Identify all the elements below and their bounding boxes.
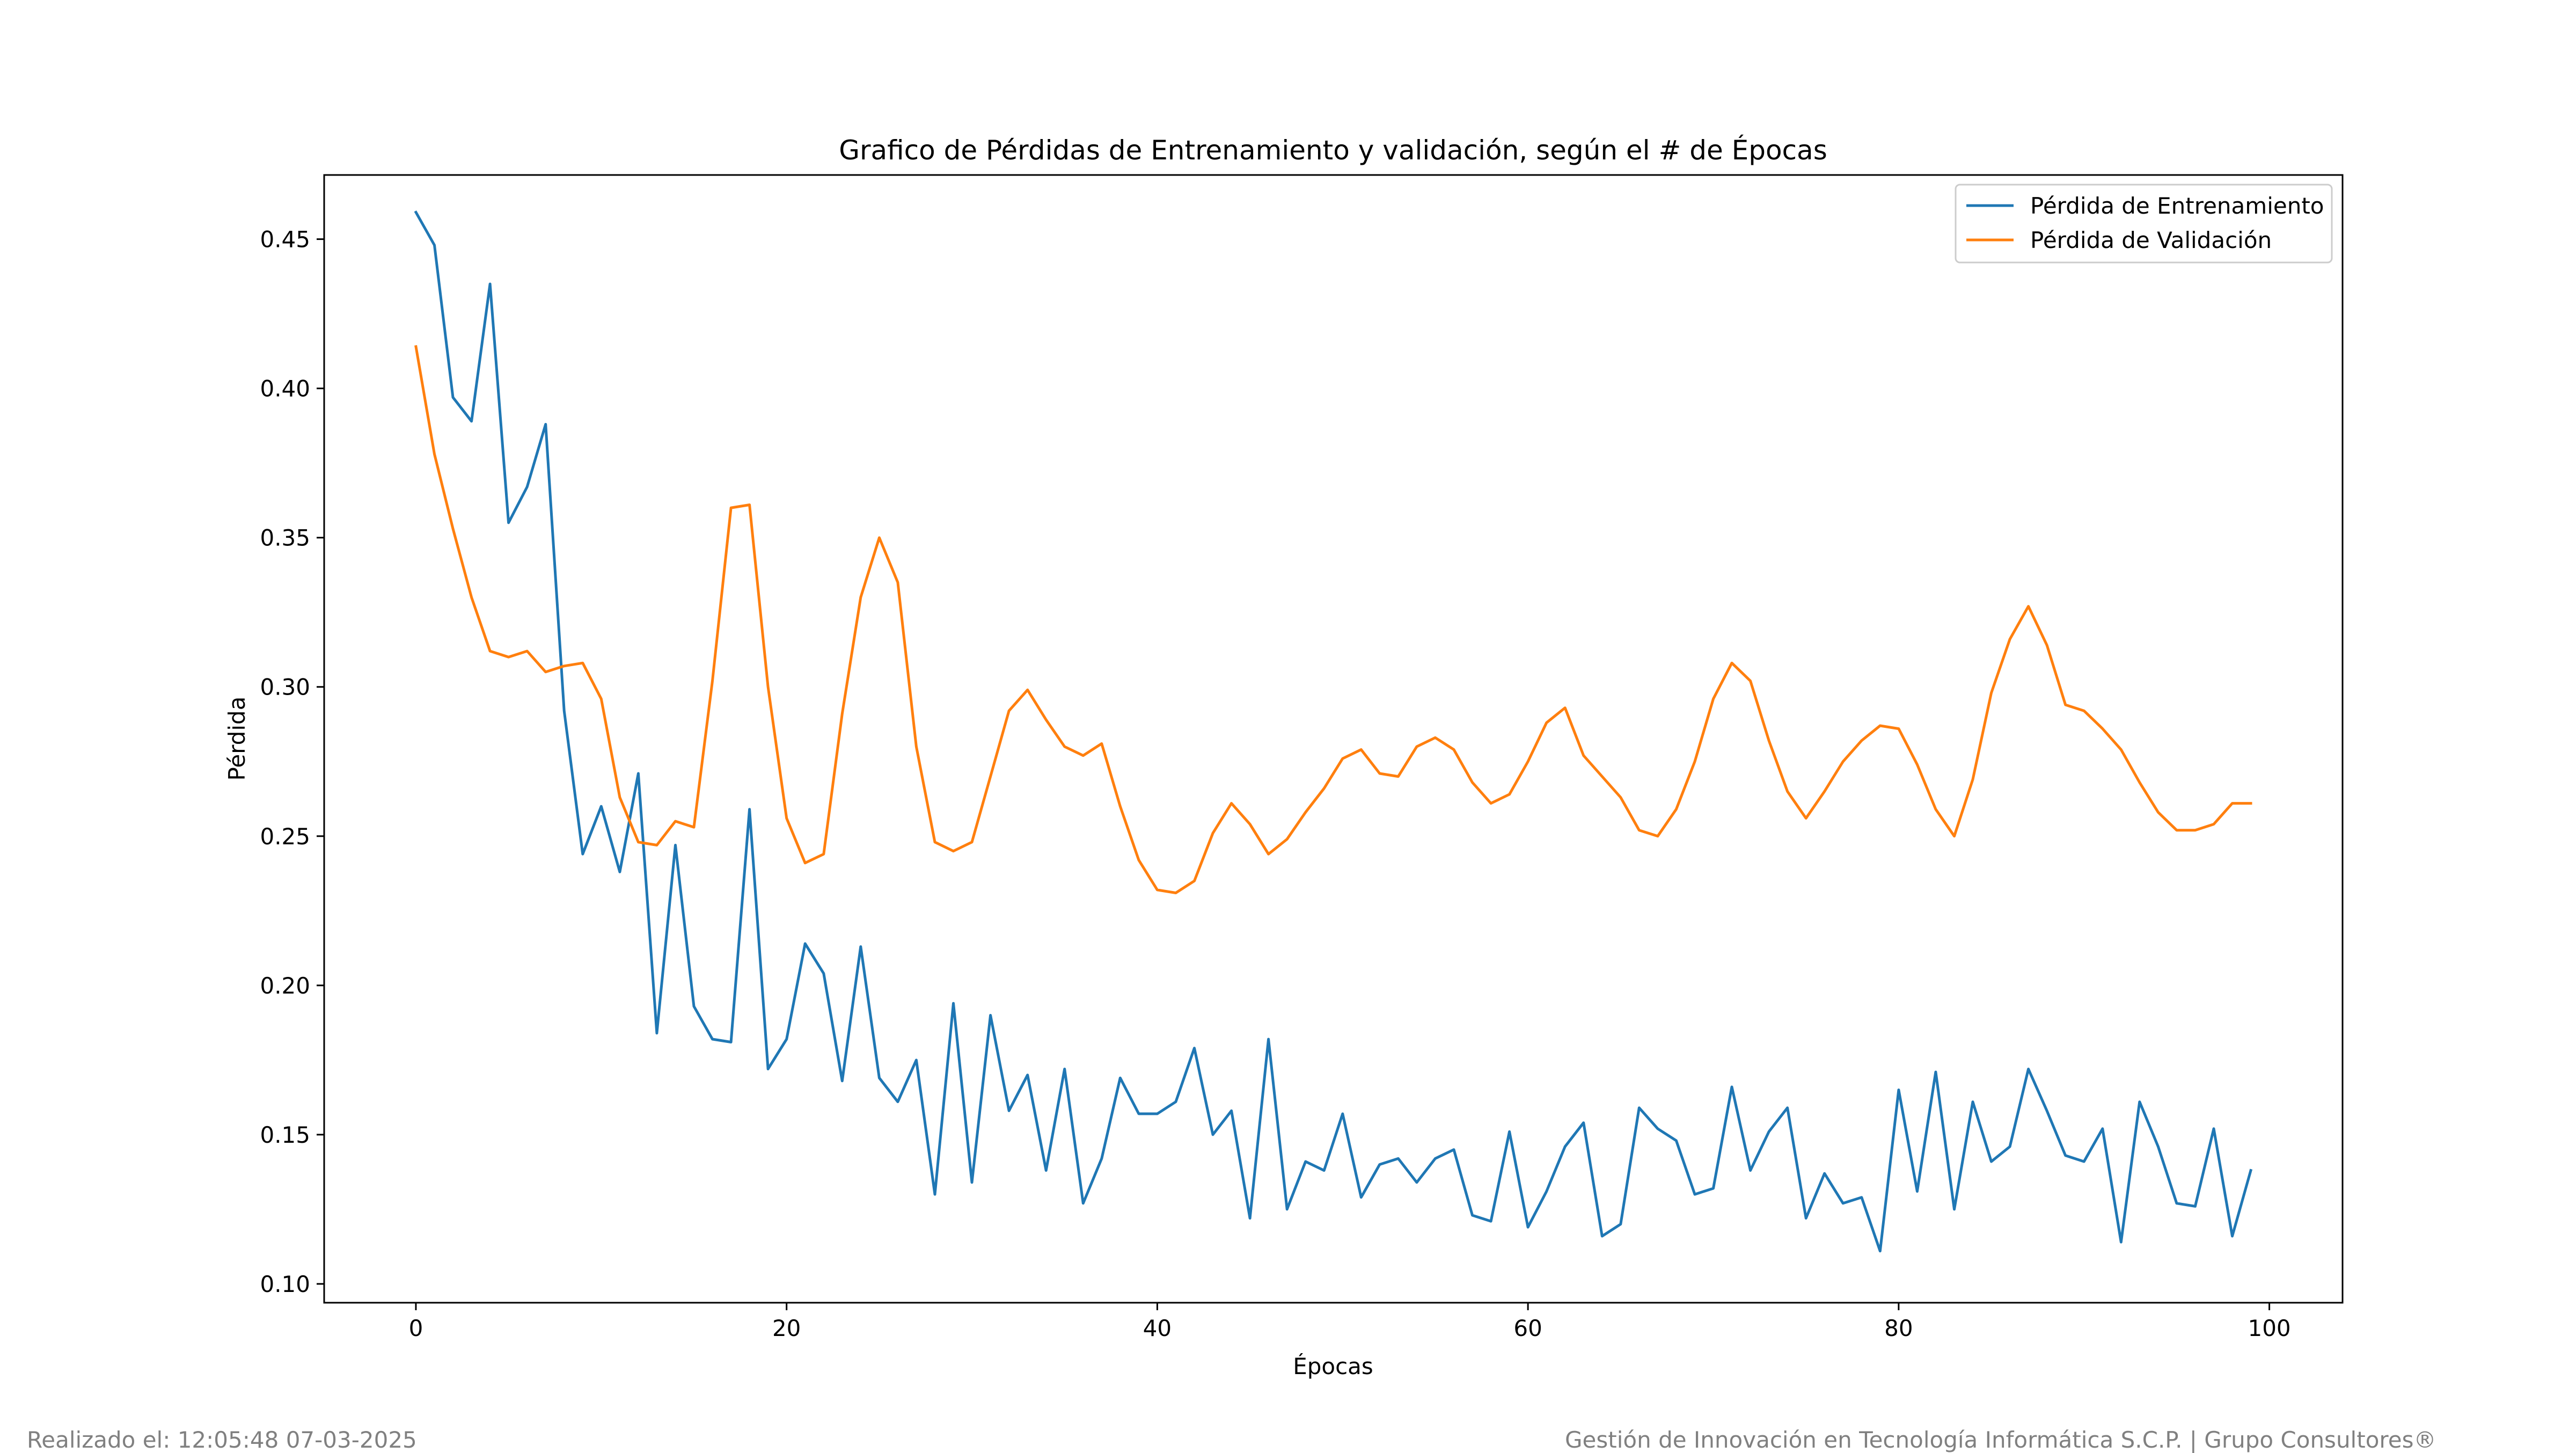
y-tick-label: 0.35 [260, 525, 310, 551]
y-tick-label: 0.15 [260, 1122, 310, 1148]
x-tick-label: 0 [409, 1315, 423, 1341]
x-tick-label: 80 [1884, 1315, 1913, 1341]
x-axis-label: Épocas [1293, 1353, 1373, 1379]
y-tick-label: 0.40 [260, 376, 310, 402]
y-tick-label: 0.10 [260, 1271, 310, 1297]
footer-timestamp: Realizado el: 12:05:48 07-03-2025 [27, 1427, 417, 1453]
x-tick-label: 40 [1143, 1315, 1172, 1341]
validation-loss-line [414, 345, 2252, 894]
plot-frame [323, 174, 2344, 1304]
legend-label-training: Pérdida de Entrenamiento [2030, 193, 2324, 219]
y-axis-label: Pérdida [224, 697, 250, 781]
y-tick-label: 0.45 [260, 227, 310, 253]
plot-lines [414, 210, 2253, 1253]
x-tick-label: 60 [1513, 1315, 1542, 1341]
footer-credits: Gestión de Innovación en Tecnología Info… [1565, 1427, 2436, 1453]
legend: Pérdida de Entrenamiento Pérdida de Vali… [1955, 184, 2333, 264]
x-tick-label: 20 [772, 1315, 801, 1341]
training-loss-line [414, 210, 2253, 1253]
y-tick-label: 0.20 [260, 973, 310, 999]
y-tick-label: 0.25 [260, 823, 310, 850]
legend-box [1955, 184, 2333, 264]
chart-title: Grafico de Pérdidas de Entrenamiento y v… [839, 134, 1827, 166]
x-tick-label: 100 [2248, 1315, 2290, 1341]
x-axis: 0 20 40 60 80 100 [409, 1303, 2291, 1341]
y-axis: 0.10 0.15 0.20 0.25 0.30 0.35 0.40 0.45 [260, 227, 324, 1297]
y-tick-label: 0.30 [260, 674, 310, 700]
legend-label-validation: Pérdida de Validación [2030, 227, 2272, 253]
